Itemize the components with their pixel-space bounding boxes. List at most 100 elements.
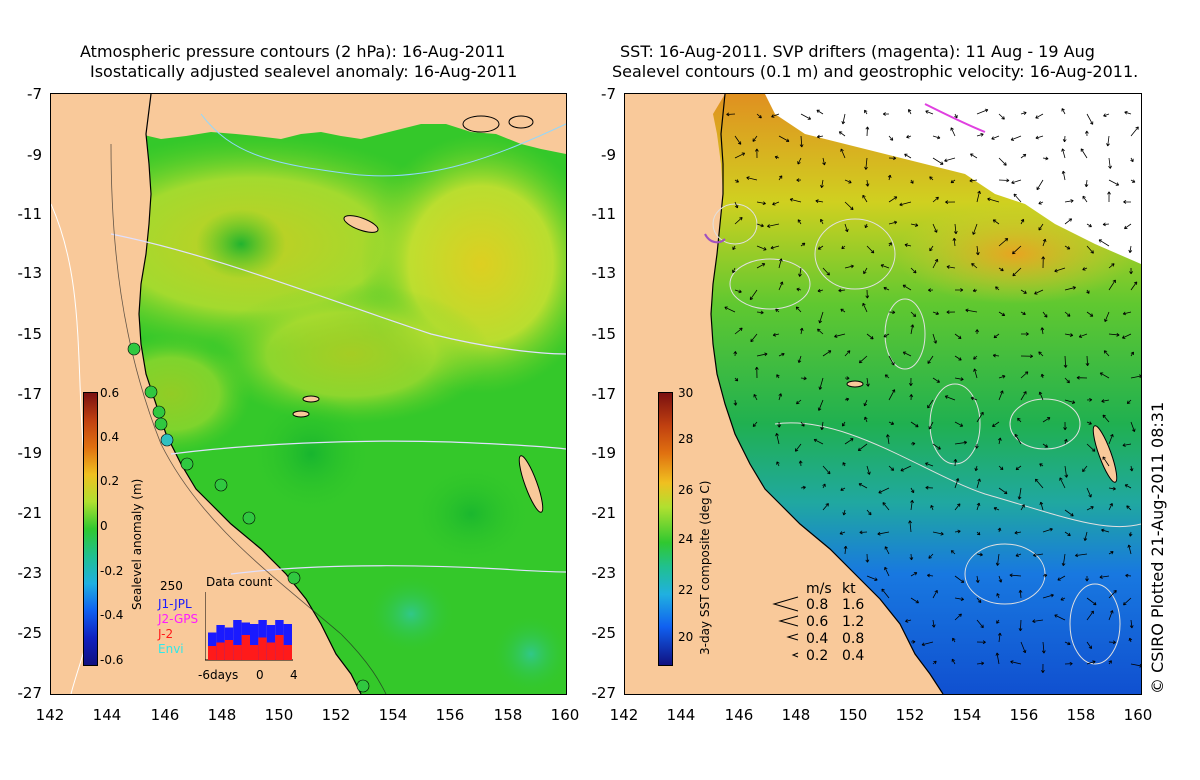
velocity-vector	[976, 597, 982, 603]
y-axis-tick-left: -23	[17, 564, 43, 582]
velocity-vector	[822, 483, 826, 489]
velocity-vector	[880, 264, 890, 269]
velocity-vector	[1106, 135, 1110, 147]
velocity-vector	[778, 281, 784, 291]
velocity-vector	[952, 237, 957, 247]
velocity-vector	[927, 355, 934, 364]
velocity-vector	[992, 219, 1000, 225]
tide-gauge	[287, 571, 301, 585]
velocity-vector	[864, 109, 868, 115]
sealevel-anomaly-map	[51, 94, 566, 694]
velocity-vector	[884, 546, 890, 555]
island	[462, 115, 500, 133]
velocity-vector	[1064, 218, 1073, 225]
velocity-vector	[1108, 263, 1115, 269]
velocity-vector	[1124, 223, 1132, 230]
velocity-legend-row: 0.6	[806, 614, 828, 630]
velocity-vector	[1128, 637, 1133, 643]
velocity-vector	[998, 113, 1005, 120]
data-source-j2-gps: J2-GPS	[158, 612, 199, 626]
velocity-vector	[1086, 245, 1094, 254]
velocity-vector	[1040, 327, 1045, 335]
velocity-vector	[910, 499, 914, 511]
velocity-vector	[928, 421, 934, 430]
velocity-vector	[822, 465, 831, 475]
data-source-j1-jpl: J1-JPL	[158, 597, 192, 611]
velocity-vector	[953, 223, 958, 235]
velocity-vector	[888, 220, 898, 225]
x-axis-tick-right: 152	[895, 706, 925, 724]
velocity-legend-arrows	[772, 596, 799, 658]
velocity-vector	[866, 465, 871, 475]
velocity-vector	[998, 374, 1006, 379]
velocity-vector	[1104, 311, 1110, 323]
y-axis-tick-left: -25	[17, 624, 43, 642]
velocity-vector	[888, 465, 895, 471]
velocity-vector	[1034, 478, 1044, 489]
velocity-vector	[866, 509, 872, 516]
velocity-vector	[975, 245, 980, 256]
sst-colorbar-tick: 30	[678, 386, 694, 400]
velocity-vector	[844, 179, 852, 184]
velocity-vector	[866, 377, 870, 387]
velocity-vector	[1130, 179, 1136, 183]
tide-gauge	[180, 457, 194, 471]
data-count-histogram	[205, 592, 293, 661]
velocity-legend-row: 0.4	[842, 648, 864, 664]
velocity-vector	[1108, 332, 1120, 337]
y-axis-tick-right: -7	[601, 85, 616, 103]
velocity-vector	[899, 201, 912, 207]
velocity-vector	[993, 507, 1000, 511]
velocity-vector	[910, 324, 915, 335]
pressure-contour	[170, 440, 566, 455]
velocity-vector	[1033, 553, 1044, 557]
velocity-kt-value: 0.4	[842, 648, 865, 664]
velocity-vector	[771, 113, 780, 118]
velocity-kt-value: 1.2	[842, 614, 865, 630]
velocity-vector	[950, 179, 956, 184]
velocity-vector	[902, 351, 912, 357]
velocity-vector	[992, 353, 1000, 358]
velocity-vector	[1125, 573, 1132, 578]
negative-anomaly-region	[196, 209, 286, 279]
velocity-vector	[1064, 531, 1071, 537]
velocity-legend-header-kt: kt	[842, 581, 856, 597]
velocity-vector	[1020, 391, 1027, 401]
velocity-vector	[1130, 157, 1134, 163]
velocity-vector	[946, 265, 956, 269]
velocity-vector	[1122, 443, 1132, 447]
velocity-vector	[1038, 391, 1044, 401]
velocity-vector	[883, 286, 890, 291]
velocity-vector	[1064, 377, 1070, 384]
velocity-vector	[944, 395, 956, 401]
velocity-vector	[1017, 417, 1022, 423]
velocity-vector	[797, 157, 802, 165]
velocity-kt-value: 1.6	[842, 597, 865, 613]
velocity-vector	[970, 153, 978, 159]
velocity-vector	[932, 531, 944, 536]
velocity-vector	[931, 619, 936, 628]
velocity-vector	[752, 135, 758, 142]
velocity-vector	[1086, 506, 1094, 511]
negative-anomaly-region	[491, 614, 566, 694]
velocity-vector	[932, 333, 938, 344]
velocity-vector	[1015, 553, 1022, 557]
velocity-vector	[732, 267, 736, 274]
velocity-vector	[857, 443, 868, 452]
velocity-vector	[1036, 179, 1044, 191]
velocity-kt-value: 0.8	[842, 631, 865, 647]
velocity-vector	[1123, 597, 1132, 606]
velocity-vector	[776, 374, 780, 379]
histogram-bar-j1-jpl	[250, 624, 259, 660]
australia-landmass	[625, 94, 943, 694]
velocity-vector	[954, 503, 961, 511]
velocity-vector	[997, 632, 1002, 643]
left-map-panel	[50, 93, 567, 695]
velocity-vector	[800, 376, 807, 381]
velocity-vector	[1108, 660, 1112, 665]
svp-drifter-track	[924, 103, 986, 133]
velocity-vector	[842, 421, 846, 427]
x-axis-tick-left: 158	[493, 706, 523, 724]
left-title-line2: Isostatically adjusted sealevel anomaly:…	[90, 62, 518, 81]
velocity-vector	[778, 135, 790, 142]
